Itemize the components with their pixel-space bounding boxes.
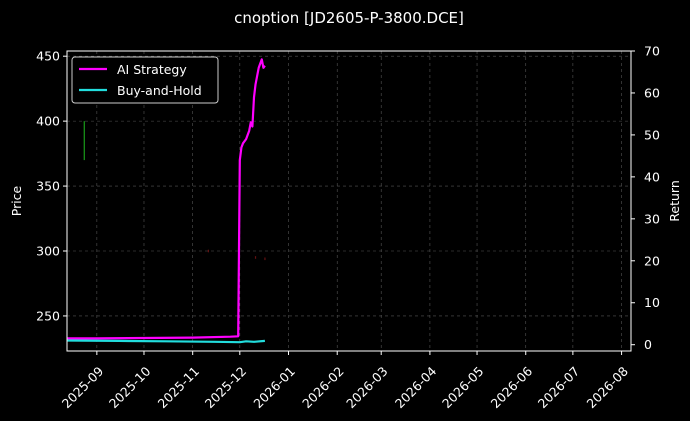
y2-tick-label: 10 <box>644 295 660 310</box>
y-tick-label: 400 <box>36 114 60 129</box>
right-axis-ticks: 0 10 20 30 40 50 60 70 <box>631 44 660 352</box>
plot-frame <box>66 50 632 352</box>
legend-label-buy-and-hold: Buy-and-Hold <box>117 83 202 98</box>
y2-tick-label: 70 <box>644 44 660 59</box>
series-line-buy-and-hold <box>66 339 265 344</box>
y2-tick-label: 50 <box>644 127 660 142</box>
series-line-ai-strategy <box>67 58 266 340</box>
y2-tick-label: 40 <box>644 169 660 184</box>
y2-tick-label: 30 <box>644 211 660 226</box>
series-lines <box>66 58 266 344</box>
y2-tick-label: 60 <box>644 85 660 100</box>
y2-tick-label: 0 <box>644 337 652 352</box>
y-tick-label: 450 <box>36 49 60 64</box>
y-tick-label: 300 <box>36 244 60 259</box>
y-tick-label: 250 <box>36 308 60 323</box>
chart-title: cnoption [JD2605-P-3800.DCE] <box>234 9 464 27</box>
y-tick-label: 350 <box>36 179 60 194</box>
left-axis-ticks: 250 300 350 400 450 <box>36 49 67 323</box>
legend: AI Strategy Buy-and-Hold <box>71 56 219 104</box>
legend-label-ai-strategy: AI Strategy <box>117 62 187 77</box>
y2-axis-label: Return <box>667 180 682 221</box>
legend-box <box>71 56 219 104</box>
y2-tick-label: 20 <box>644 253 660 268</box>
price-marks <box>83 121 266 261</box>
y-axis-label: Price <box>9 185 24 216</box>
